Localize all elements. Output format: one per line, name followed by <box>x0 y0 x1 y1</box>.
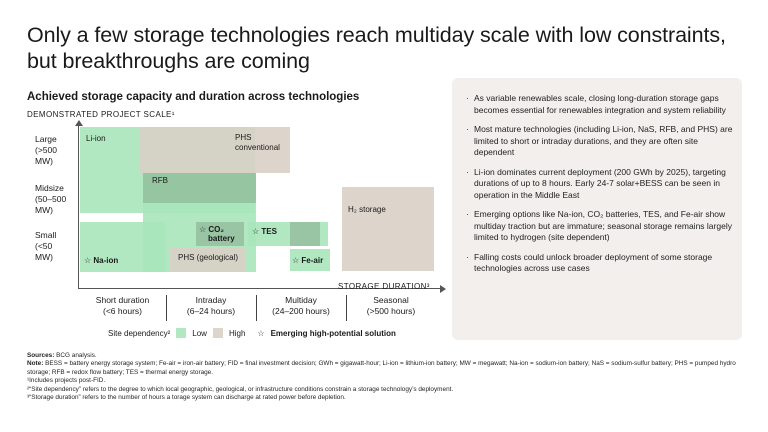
storage-chart: Li-ion PHS conventional RFB H₂ storage ☆… <box>0 0 450 345</box>
footnote-1: ¹Includes projects post-FID. <box>27 377 106 385</box>
footnotes: Sources: BCG analysis. Note: BESS = batt… <box>27 352 747 402</box>
zone-phs-geological <box>170 248 245 272</box>
label-phs-line1: PHS <box>235 133 252 142</box>
x-col-multiday-l1: Multiday <box>285 295 317 305</box>
page-title: Only a few storage technologies reach mu… <box>27 23 726 73</box>
zone-rfb-overlap <box>143 173 256 203</box>
legend-high-swatch <box>212 328 223 338</box>
insights-list: As variable renewables scale, closing lo… <box>466 93 734 283</box>
x-col-short: Short duration (<6 hours) <box>80 295 165 317</box>
insight-bullet: As variable renewables scale, closing lo… <box>466 93 734 116</box>
x-axis-title: STORAGE DURATION³ <box>338 282 430 291</box>
label-fe-air: ☆ Fe-air <box>292 256 323 265</box>
legend-emerging-label: Emerging high-potential solution <box>270 328 396 338</box>
y-row-mid-l2: (50–500 <box>35 194 67 204</box>
x-col-seasonal-l2: (>500 hours) <box>366 306 416 316</box>
insight-bullet: Emerging options like Na-ion, CO₂ batter… <box>466 209 734 244</box>
sources-text: BCG analysis. <box>56 352 97 359</box>
star-icon: ☆ <box>292 256 300 265</box>
y-row-mid-l1: Midsize <box>35 183 64 193</box>
label-h2-storage: H₂ storage <box>348 205 386 214</box>
zone-tes-core <box>290 222 320 246</box>
label-na-ion: ☆ Na-ion <box>84 256 118 265</box>
y-row-large: Large (>500 MW) <box>35 134 57 167</box>
x-col-multiday: Multiday (24–200 hours) <box>257 295 345 317</box>
x-col-multiday-l2: (24–200 hours) <box>272 306 330 316</box>
legend-title: Site dependency² <box>108 328 171 338</box>
y-row-large-l2: (>500 <box>35 145 57 155</box>
x-axis-arrow-icon <box>440 285 446 293</box>
y-row-large-l3: MW) <box>35 156 53 166</box>
label-na-ion-text: Na-ion <box>93 256 119 265</box>
zone-co2-battery <box>196 222 244 246</box>
insight-bullet: Most mature technologies (including Li-i… <box>466 124 734 159</box>
zone-fe-air <box>290 249 330 271</box>
x-col-seasonal-l1: Seasonal <box>373 295 409 305</box>
x-col-intraday-l1: Intraday <box>195 295 227 305</box>
chart-subtitle: Achieved storage capacity and duration a… <box>27 91 360 103</box>
label-tes: ☆ TES <box>252 227 277 236</box>
sources-line: Sources: BCG analysis. <box>27 352 747 360</box>
legend-low-label: Low <box>192 328 207 338</box>
sources-label: Sources: <box>27 352 55 359</box>
label-co2-line2: battery <box>208 234 235 243</box>
x-separator <box>256 295 257 321</box>
y-row-small: Small (<50 MW) <box>35 230 56 263</box>
x-col-intraday-l2: (6–24 hours) <box>186 306 236 316</box>
legend-high-label: High <box>228 328 246 338</box>
label-phs-geological: PHS (geological) <box>178 253 239 262</box>
y-axis-arrow-icon <box>75 120 83 126</box>
x-axis-line <box>78 288 443 289</box>
y-row-large-l1: Large <box>35 134 57 144</box>
y-axis-title: DEMONSTRATED PROJECT SCALE¹ <box>27 110 175 119</box>
footnote-3: ³“Storage duration” refers to the number… <box>27 394 346 402</box>
y-row-mid-l3: MW) <box>35 205 53 215</box>
star-icon: ☆ <box>252 227 260 236</box>
legend-low-swatch <box>176 328 187 338</box>
note-text: BESS = battery energy storage system; Fe… <box>27 360 736 376</box>
x-col-intraday: Intraday (6–24 hours) <box>167 295 255 317</box>
y-row-small-l2: (<50 <box>35 241 53 251</box>
star-icon: ☆ <box>257 328 265 338</box>
label-phs-conventional: PHS conventional <box>235 133 280 153</box>
label-rfb: RFB <box>152 176 168 185</box>
insight-bullet: Li-ion dominates current deployment (200… <box>466 167 734 202</box>
y-row-small-l1: Small <box>35 230 57 240</box>
y-axis-line <box>78 124 79 289</box>
y-row-midsize: Midsize (50–500 MW) <box>35 183 66 216</box>
x-col-seasonal: Seasonal (>500 hours) <box>347 295 435 317</box>
zone-h2-storage <box>342 187 434 271</box>
star-icon: ☆ <box>199 225 207 234</box>
x-separator <box>346 295 347 321</box>
label-fe-air-text: Fe-air <box>301 256 324 265</box>
label-tes-text: TES <box>261 227 277 236</box>
label-co2-battery: ☆ CO₂ battery <box>199 225 235 243</box>
label-li-ion: Li-ion <box>86 134 106 143</box>
note-label: Note: <box>27 360 44 368</box>
chart-legend: Site dependency² Low High ☆ Emerging hig… <box>108 328 396 338</box>
label-phs-line2: conventional <box>235 143 280 152</box>
star-icon: ☆ <box>84 256 92 265</box>
footnote-2: ²“Site dependency” refers to the degree … <box>27 385 454 393</box>
note-line: Note: BESS = battery energy storage syst… <box>27 360 747 377</box>
x-col-short-l2: (<6 hours) <box>103 306 142 316</box>
zone-phs-conventional <box>140 127 290 173</box>
x-col-short-l1: Short duration <box>95 295 150 305</box>
x-separator <box>166 295 167 321</box>
y-row-small-l3: MW) <box>35 252 53 262</box>
insight-bullet: Falling costs could unlock broader deplo… <box>466 252 734 275</box>
label-co2-line1: CO₂ <box>208 225 224 234</box>
